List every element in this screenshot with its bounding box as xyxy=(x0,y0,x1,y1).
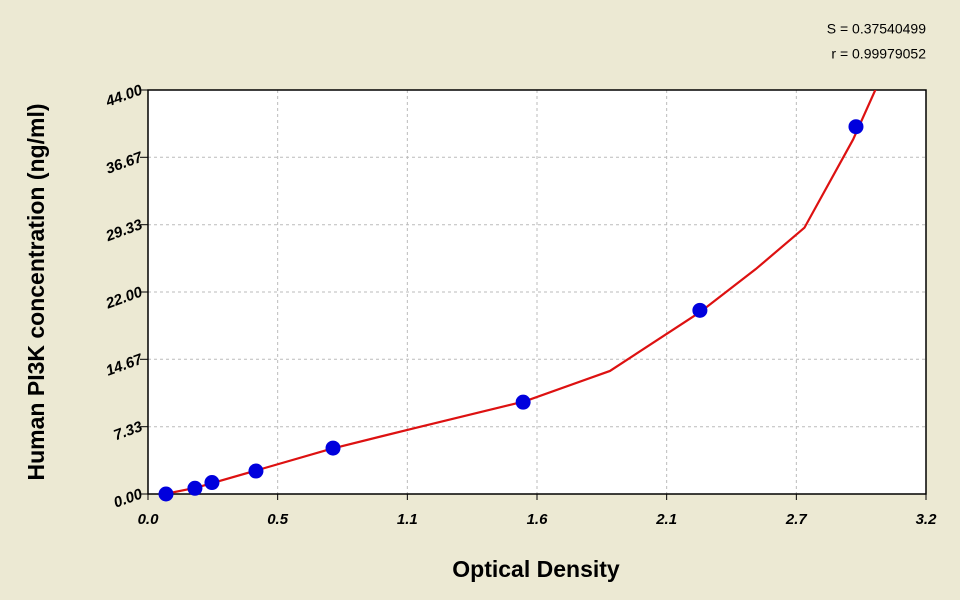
x-tick-label: 3.2 xyxy=(916,511,938,528)
x-axis-label: Optical Density xyxy=(452,556,620,582)
x-tick-label: 1.1 xyxy=(397,511,418,528)
x-tick-label: 2.1 xyxy=(655,511,677,528)
annotation: S = 0.37540499 xyxy=(827,21,926,37)
data-point xyxy=(204,475,220,491)
data-point xyxy=(325,440,341,456)
data-point xyxy=(248,463,264,479)
y-tick-label: 36.67 xyxy=(104,149,146,178)
data-point xyxy=(692,302,708,318)
data-point xyxy=(515,394,531,410)
y-tick-label: 7.33 xyxy=(111,418,145,444)
y-tick-label: 14.67 xyxy=(104,351,146,380)
data-point xyxy=(848,119,864,135)
x-tick-label: 0.5 xyxy=(267,511,289,528)
y-axis-label: Human PI3K concentration (ng/ml) xyxy=(23,104,49,481)
data-point xyxy=(187,480,203,496)
fit-curve xyxy=(164,90,877,494)
x-tick-label: 2.7 xyxy=(785,511,808,528)
x-tick-label: 1.6 xyxy=(527,511,549,528)
x-tick-label: 0.0 xyxy=(138,511,160,528)
annotation: r = 0.99979052 xyxy=(831,46,926,62)
y-tick-label: 29.33 xyxy=(103,216,146,245)
data-point xyxy=(158,486,174,502)
y-tick-label: 22.00 xyxy=(103,283,146,312)
y-tick-label: 44.00 xyxy=(103,81,146,110)
y-tick-label: 0.00 xyxy=(111,485,145,511)
